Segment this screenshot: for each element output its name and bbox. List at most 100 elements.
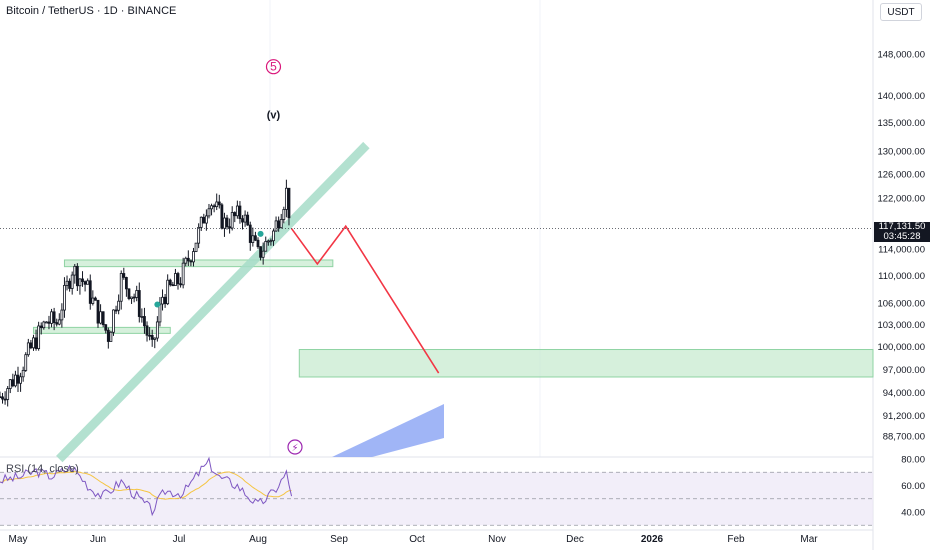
candle-body (16, 374, 20, 384)
wave-label: 5 (270, 60, 277, 74)
candle-body (241, 218, 244, 223)
candle-body (272, 230, 275, 242)
price-tick-label: 94,000.00 (883, 388, 925, 399)
demand-zone (298, 349, 874, 378)
grid (0, 0, 874, 550)
candle-body (246, 214, 250, 226)
candle-body (225, 217, 229, 228)
candle-body (168, 279, 172, 286)
candle-body (88, 280, 92, 304)
price-tick-label: 97,000.00 (883, 365, 925, 376)
time-tick-label: Jun (90, 534, 106, 545)
candle-body (282, 209, 286, 220)
candle-body (243, 214, 247, 223)
trendline-line (56, 141, 370, 463)
signal-marker (154, 301, 161, 308)
candle-body (6, 388, 10, 400)
candle-body (215, 201, 219, 208)
lightning-icon-glyph: ⚡ (291, 443, 298, 454)
time-tick-label: Jul (173, 534, 186, 545)
candle-body (32, 337, 35, 349)
bar-countdown: 03:45:28 (883, 230, 921, 242)
candle-body (60, 309, 64, 321)
candle-body (14, 374, 17, 387)
candle-body (181, 262, 185, 286)
currency-button[interactable]: USDT (880, 3, 922, 21)
candle-body (106, 329, 110, 342)
candle-body (1, 396, 4, 400)
trendline (56, 141, 370, 463)
candle-body (274, 220, 278, 232)
symbol-title[interactable]: Bitcoin / TetherUS · 1D · BINANCE (6, 5, 177, 17)
candle-body (34, 337, 38, 349)
price-axis[interactable]: 148,000.00 140,000.00 135,000.00 130,000.00… (877, 50, 925, 443)
candle-body (233, 212, 237, 217)
candle-body (50, 311, 53, 324)
price-tick-label: 130,000.00 (877, 146, 925, 157)
time-tick-label: Aug (249, 534, 267, 545)
candle-body (207, 208, 211, 217)
candle-body (70, 274, 74, 289)
candle-body (145, 325, 149, 336)
candle-body (86, 280, 90, 285)
candle-body (287, 187, 291, 219)
candle-body (117, 300, 121, 311)
candle-body (204, 215, 208, 224)
candle-body (197, 226, 201, 244)
rsi-tick-label: 80.00 (901, 455, 925, 466)
candle-body (153, 337, 157, 340)
time-tick-label: Dec (566, 534, 584, 545)
demand-zone (63, 259, 334, 268)
candle-body (57, 319, 61, 325)
candle-body (176, 273, 180, 285)
candle-body (137, 290, 141, 317)
time-tick-label: Oct (409, 534, 425, 545)
candle-body (73, 265, 77, 276)
wave-labels: 5 (v) ⚡ (265, 59, 303, 455)
candle-body (19, 376, 22, 384)
wedge-drawing (332, 404, 444, 457)
candle-body (83, 281, 87, 285)
time-tick-label: May (9, 534, 28, 545)
wave-label: (v) (267, 109, 281, 121)
candle-body (194, 242, 198, 252)
candle-body (212, 205, 216, 208)
candle-body (55, 322, 59, 325)
candle-body (0, 396, 2, 399)
candle-body (130, 296, 133, 299)
time-axis[interactable]: May Jun Jul Aug Sep Oct Nov Dec 2026 Feb Mar (9, 534, 819, 545)
demand-zones (32, 259, 874, 378)
candle-body (238, 205, 242, 220)
candle-body (65, 280, 69, 286)
projection-path (290, 224, 440, 374)
signal-marker (257, 230, 264, 237)
rsi-legend-label[interactable]: RSI (14, close) (6, 463, 79, 475)
price-tick-label: 122,000.00 (877, 194, 925, 205)
price-tick-label: 148,000.00 (877, 50, 925, 61)
candle-body (277, 220, 281, 229)
projection-line (290, 224, 440, 374)
candle-body (24, 354, 28, 371)
price-tick-label: 140,000.00 (877, 91, 925, 102)
candle-body (21, 369, 25, 378)
candle-body (254, 235, 257, 241)
candle-body (114, 309, 118, 312)
last-price-value: 117,131.50 (878, 220, 926, 232)
candle-body (140, 316, 144, 318)
candle-body (81, 278, 84, 282)
candle-body (135, 290, 139, 298)
candle-body (220, 204, 224, 229)
candle-body (3, 398, 7, 401)
candle-body (112, 309, 115, 333)
time-tick-label: Mar (800, 534, 818, 545)
price-tick-label: 135,000.00 (877, 118, 925, 129)
wave-circle (265, 59, 282, 75)
candle-body (68, 280, 72, 289)
candle-body (184, 257, 188, 264)
candle-body (155, 321, 159, 339)
candle-body (192, 251, 195, 263)
candle-body (264, 240, 268, 252)
candle-body (78, 278, 82, 287)
candle-body (127, 288, 131, 299)
